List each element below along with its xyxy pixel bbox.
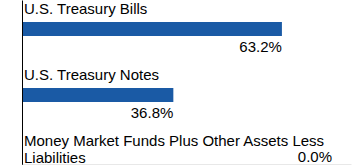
y-axis [22,1,23,165]
category-label: U.S. Treasury Notes [24,66,159,83]
data-label: 36.8% [131,104,174,121]
y-axis-line [22,1,23,165]
category-label-line: U.S. Treasury Notes [24,66,159,83]
bar [22,22,282,36]
category-label-line: Money Market Funds Plus Other Assets Les… [24,132,324,149]
data-labels: 63.2% 36.8% 0.0% [131,38,332,165]
chart-svg: U.S. Treasury Bills U.S. Treasury Notes Mo… [0,0,360,165]
data-label: 0.0% [298,148,332,165]
bar [22,88,173,102]
category-label-line: U.S. Treasury Bills [24,0,147,17]
category-label-line: Liabilities [24,149,86,165]
chart-container: U.S. Treasury Bills U.S. Treasury Notes Mo… [0,0,360,165]
data-label: 63.2% [239,38,282,55]
bars [22,22,282,102]
category-label: U.S. Treasury Bills [24,0,147,17]
category-label: Money Market Funds Plus Other Assets Les… [24,132,324,165]
